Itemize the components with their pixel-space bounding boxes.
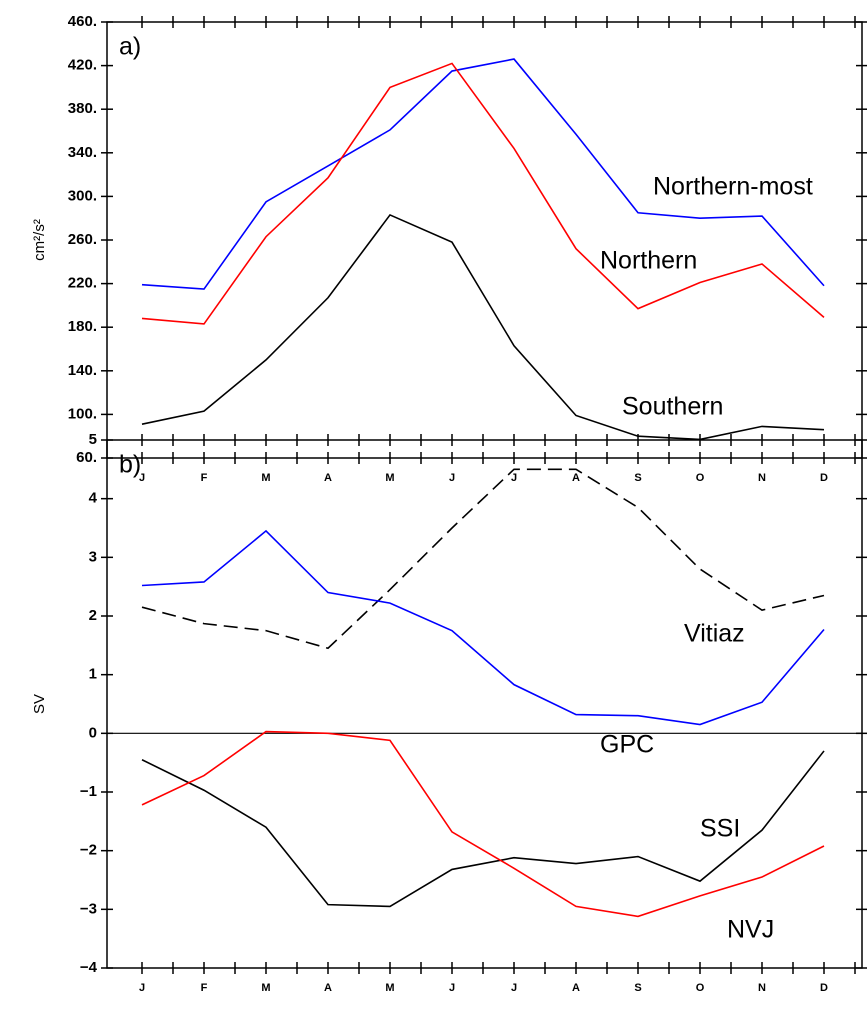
y-tick-label: −1 — [80, 783, 97, 800]
x-tick-label: F — [201, 982, 208, 994]
plot-frame — [106, 439, 863, 969]
y-tick-label: −2 — [80, 842, 97, 859]
y-tick-label: 0 — [89, 724, 97, 741]
series-label: NVJ — [727, 916, 774, 944]
y-tick-label: 220. — [68, 275, 97, 292]
y-tick-label: 60. — [76, 449, 97, 466]
x-tick-label: J — [139, 472, 145, 484]
series-line — [141, 213, 825, 441]
x-tick-label: S — [634, 982, 641, 994]
x-tick-label: J — [511, 472, 517, 484]
x-tick-label: M — [261, 982, 270, 994]
x-tick-label: O — [696, 982, 705, 994]
x-tick-label: N — [758, 982, 766, 994]
series-label: Northern-most — [653, 173, 813, 201]
x-tick-label: D — [820, 982, 828, 994]
y-tick-label: 300. — [68, 187, 97, 204]
y-tick-label: −4 — [80, 959, 98, 976]
y-tick-label: 1 — [89, 666, 97, 683]
x-tick-label: J — [449, 472, 455, 484]
series-label: Northern — [600, 247, 697, 275]
series-label: Southern — [622, 393, 723, 421]
x-tick-label: A — [572, 982, 580, 994]
panel-label: a) — [119, 33, 141, 61]
y-tick-label: 380. — [68, 100, 97, 117]
series-line — [141, 468, 825, 650]
plot-frame — [106, 21, 863, 459]
series-line — [141, 730, 825, 918]
y-tick-label: −3 — [80, 900, 97, 917]
x-tick-label: S — [634, 472, 641, 484]
y-tick-label: 340. — [68, 144, 97, 161]
x-tick-label: N — [758, 472, 766, 484]
x-tick-label: J — [449, 982, 455, 994]
x-tick-label: M — [385, 982, 394, 994]
series-line — [141, 58, 825, 290]
y-axis-label: cm²/s² — [31, 219, 48, 261]
x-tick-label: M — [261, 472, 270, 484]
y-tick-label: 260. — [68, 231, 97, 248]
y-tick-label: 2 — [89, 607, 97, 624]
x-tick-label: A — [572, 472, 580, 484]
y-tick-label: 4 — [89, 490, 98, 507]
panel-label: b) — [119, 451, 141, 479]
series-label: SSI — [700, 815, 740, 843]
series-label: Vitiaz — [684, 620, 745, 648]
series-line — [141, 750, 825, 908]
x-tick-label: J — [139, 982, 145, 994]
y-tick-label: 420. — [68, 57, 97, 74]
x-tick-label: D — [820, 472, 828, 484]
y-tick-label: 460. — [68, 13, 97, 30]
y-tick-label: 5 — [89, 431, 97, 448]
y-tick-label: 140. — [68, 362, 97, 379]
x-tick-label: O — [696, 472, 705, 484]
y-axis-label: SV — [31, 694, 48, 714]
x-tick-label: J — [511, 982, 517, 994]
y-tick-label: 100. — [68, 405, 97, 422]
series-label: GPC — [600, 731, 654, 759]
series-line — [141, 62, 825, 325]
x-tick-label: A — [324, 982, 332, 994]
series-line — [141, 529, 825, 726]
x-tick-label: F — [201, 472, 208, 484]
y-tick-label: 180. — [68, 318, 97, 335]
y-tick-label: 3 — [89, 548, 97, 565]
x-tick-label: M — [385, 472, 394, 484]
x-tick-label: A — [324, 472, 332, 484]
